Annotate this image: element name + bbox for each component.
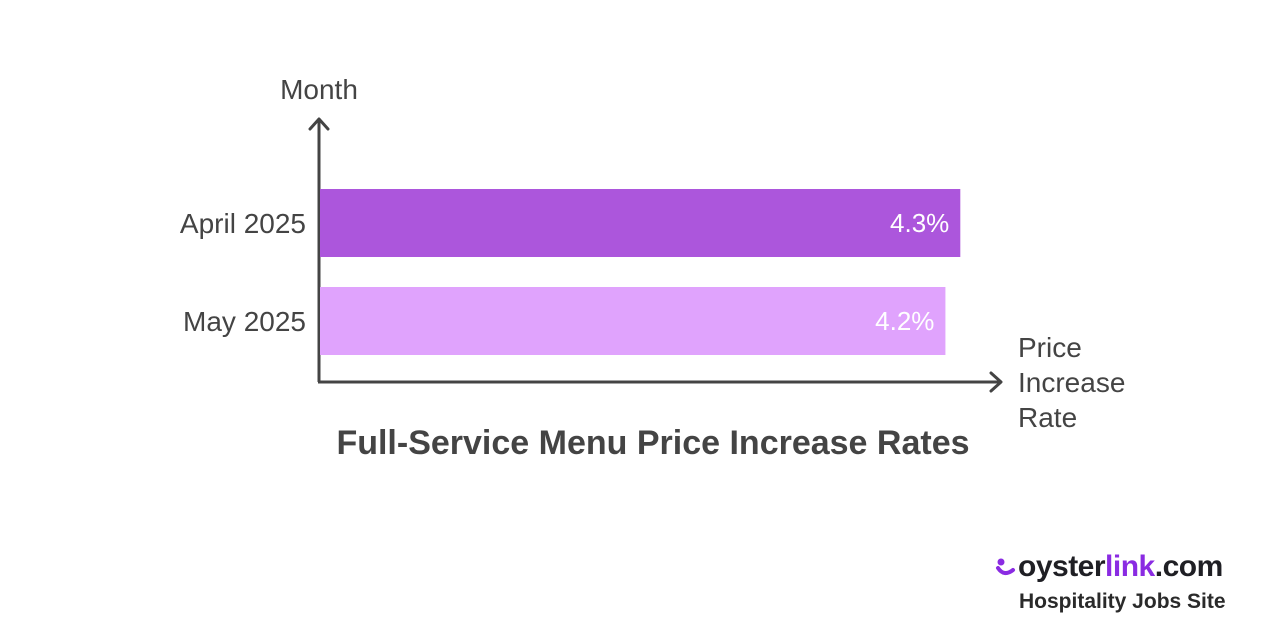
brand-name: oysterlink.com xyxy=(994,550,1223,590)
bars-group: 4.3% 4.2% xyxy=(320,189,961,355)
brand-name-part1: oyster xyxy=(1018,550,1106,583)
y-tick-label-2: May 2025 xyxy=(183,306,306,337)
chart-axes xyxy=(308,117,1003,393)
brand-name-part2: link xyxy=(1105,550,1155,583)
bar-1 xyxy=(320,189,961,257)
bar-value-label-1: 4.3% xyxy=(890,208,949,238)
brand-tagline: Hospitality Jobs Site xyxy=(1019,590,1226,613)
brand-logo: oysterlink.com Hospitality Jobs Site xyxy=(994,550,1256,622)
oyster-logo-icon xyxy=(996,558,1015,575)
x-axis-title: Price Increase Rate xyxy=(1018,332,1125,433)
brand-name-part3: .com xyxy=(1154,550,1224,583)
y-axis-arrow-icon xyxy=(308,117,330,131)
y-tick-label-1: April 2025 xyxy=(180,208,306,239)
y-axis-title: Month xyxy=(280,74,358,105)
bar-value-label-2: 4.2% xyxy=(875,306,934,336)
bar-2 xyxy=(320,287,946,355)
chart-title: Full-Service Menu Price Increase Rates xyxy=(336,424,970,462)
x-axis-arrow-icon xyxy=(989,371,1003,393)
